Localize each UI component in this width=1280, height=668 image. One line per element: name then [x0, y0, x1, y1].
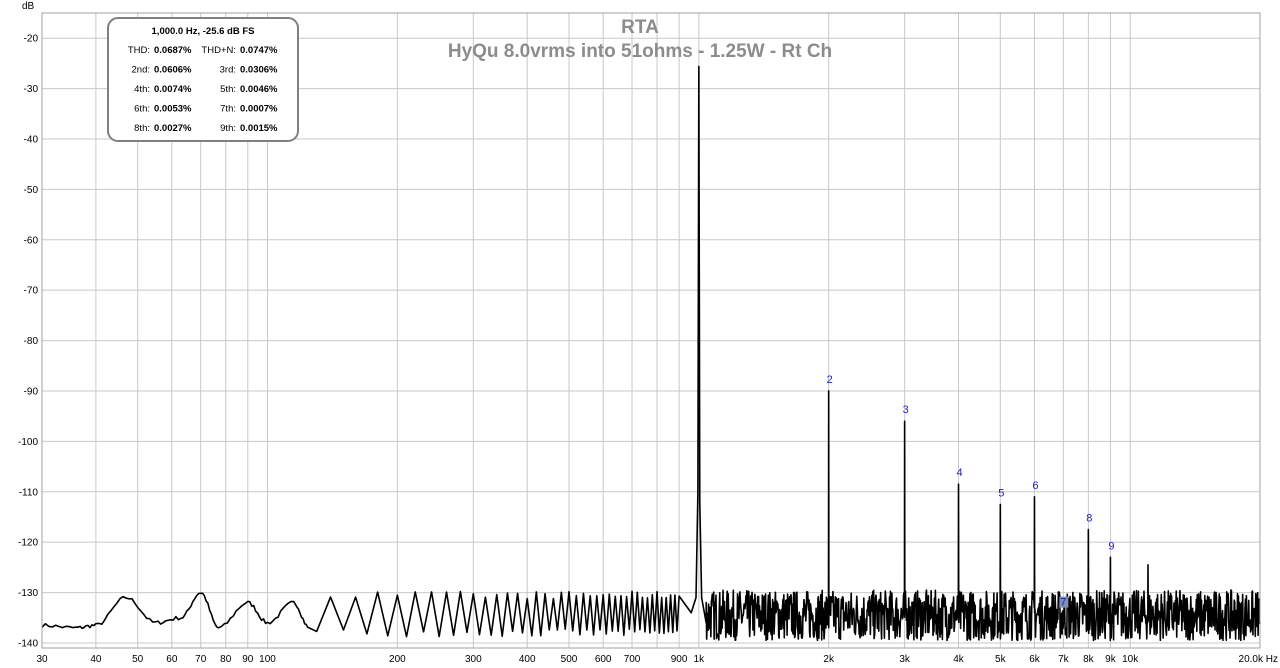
harmonic-label: 4 — [956, 467, 962, 479]
harmonic-label: 7 — [1060, 597, 1066, 609]
x-tick-label: 7k — [1058, 654, 1070, 665]
info-box-value: 0.0306% — [240, 65, 278, 76]
y-tick-label: -100 — [18, 437, 38, 448]
y-tick-label: -70 — [24, 286, 39, 297]
x-tick-label: 400 — [519, 654, 536, 665]
x-tick-label: 6k — [1029, 654, 1041, 665]
x-tick-label: 2k — [823, 654, 835, 665]
x-tick-label: 900 — [671, 654, 688, 665]
x-tick-label: 30 — [36, 654, 48, 665]
info-box-value: 0.0606% — [154, 65, 192, 76]
x-tick-label: 80 — [220, 654, 232, 665]
x-tick-label: 8k — [1083, 654, 1095, 665]
info-box-value: 0.0046% — [240, 84, 278, 95]
x-tick-label: 300 — [465, 654, 482, 665]
x-tick-label: 700 — [624, 654, 641, 665]
x-axis-tick-labels: 30 40 50 60 70 80 90 100 200 300 400 500 600 700 900 1k… — [36, 654, 1278, 665]
info-box-frame — [107, 17, 299, 142]
chart-title: RTA — [621, 17, 659, 38]
harmonic-label: 6 — [1032, 480, 1038, 492]
x-tick-label: 40 — [90, 654, 102, 665]
plot-frame — [41, 12, 1261, 649]
info-box-key: 6th: — [134, 104, 150, 115]
x-tick-label: 200 — [389, 654, 406, 665]
harmonic-7-marker — [1059, 596, 1069, 608]
y-tick-label: -50 — [24, 185, 39, 196]
x-tick-label: 90 — [242, 654, 254, 665]
info-box-key: 9th: — [220, 123, 236, 134]
x-tick-label: 20.0k Hz — [1239, 654, 1278, 665]
x-tick-label: 4k — [953, 654, 965, 665]
harmonic-label: 3 — [903, 404, 909, 416]
x-tick-label: 500 — [561, 654, 578, 665]
x-tick-label: 9k — [1105, 654, 1117, 665]
y-axis-tick-labels: -20 -30 -40 -50 -60 -70 -80 -90 -100 -110 -120 -130… — [18, 34, 38, 650]
x-tick-label: 70 — [195, 654, 207, 665]
y-tick-label: -40 — [24, 134, 39, 145]
info-box-value: 0.0074% — [154, 84, 192, 95]
info-box-value: 0.0053% — [154, 104, 192, 115]
info-box-key: THD+N: — [201, 45, 236, 56]
x-tick-label: 60 — [166, 654, 178, 665]
info-box-key: 4th: — [134, 84, 150, 95]
spectrum-trace — [41, 65, 1261, 642]
x-tick-label: 5k — [995, 654, 1007, 665]
x-tick-label: 600 — [595, 654, 612, 665]
y-tick-label: -80 — [24, 336, 39, 347]
y-tick-label: -20 — [24, 34, 39, 45]
y-axis-label: dB — [22, 1, 35, 12]
harmonic-label: 5 — [998, 487, 1004, 499]
harmonic-label: 9 — [1108, 540, 1114, 552]
info-box-value: 0.0747% — [240, 45, 278, 56]
info-box-value: 0.0687% — [154, 45, 192, 56]
info-box-key: 5th: — [220, 84, 236, 95]
info-box-header: 1,000.0 Hz, -25.6 dB FS — [152, 26, 255, 37]
info-box-key: 3rd: — [220, 65, 236, 76]
y-tick-label: -120 — [18, 538, 38, 549]
y-tick-label: -90 — [24, 386, 39, 397]
info-box-key: 2nd: — [132, 65, 151, 76]
info-box-value: 0.0027% — [154, 123, 192, 134]
info-box-value: 0.0015% — [240, 123, 278, 134]
y-tick-label: -140 — [18, 638, 38, 649]
y-tick-label: -60 — [24, 235, 39, 246]
info-box-key: 7th: — [220, 104, 236, 115]
y-tick-label: -110 — [19, 487, 39, 498]
harmonic-label: 8 — [1086, 513, 1092, 525]
x-tick-label: 10k — [1122, 654, 1139, 665]
info-box-key: THD: — [128, 45, 150, 56]
y-tick-label: -30 — [24, 84, 39, 95]
y-tick-label: -130 — [18, 588, 38, 599]
x-tick-label: 50 — [132, 654, 144, 665]
info-box-key: 8th: — [134, 123, 150, 134]
info-box-value: 0.0007% — [240, 104, 278, 115]
spectrum-line — [41, 65, 1261, 642]
x-tick-label: 3k — [899, 654, 911, 665]
x-tick-label: 1k — [694, 654, 706, 665]
chart-subtitle: HyQu 8.0vrms into 51ohms - 1.25W - Rt Ch — [448, 41, 832, 62]
x-tick-label: 100 — [259, 654, 276, 665]
harmonic-labels: 2 3 4 5 6 7 8 9 — [827, 374, 1115, 609]
harmonic-label: 2 — [827, 374, 833, 386]
